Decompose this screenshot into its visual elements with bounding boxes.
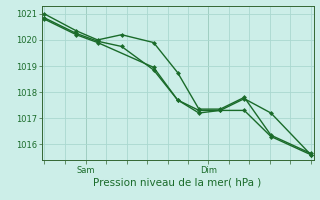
X-axis label: Pression niveau de la mer( hPa ): Pression niveau de la mer( hPa ) [93,177,262,187]
